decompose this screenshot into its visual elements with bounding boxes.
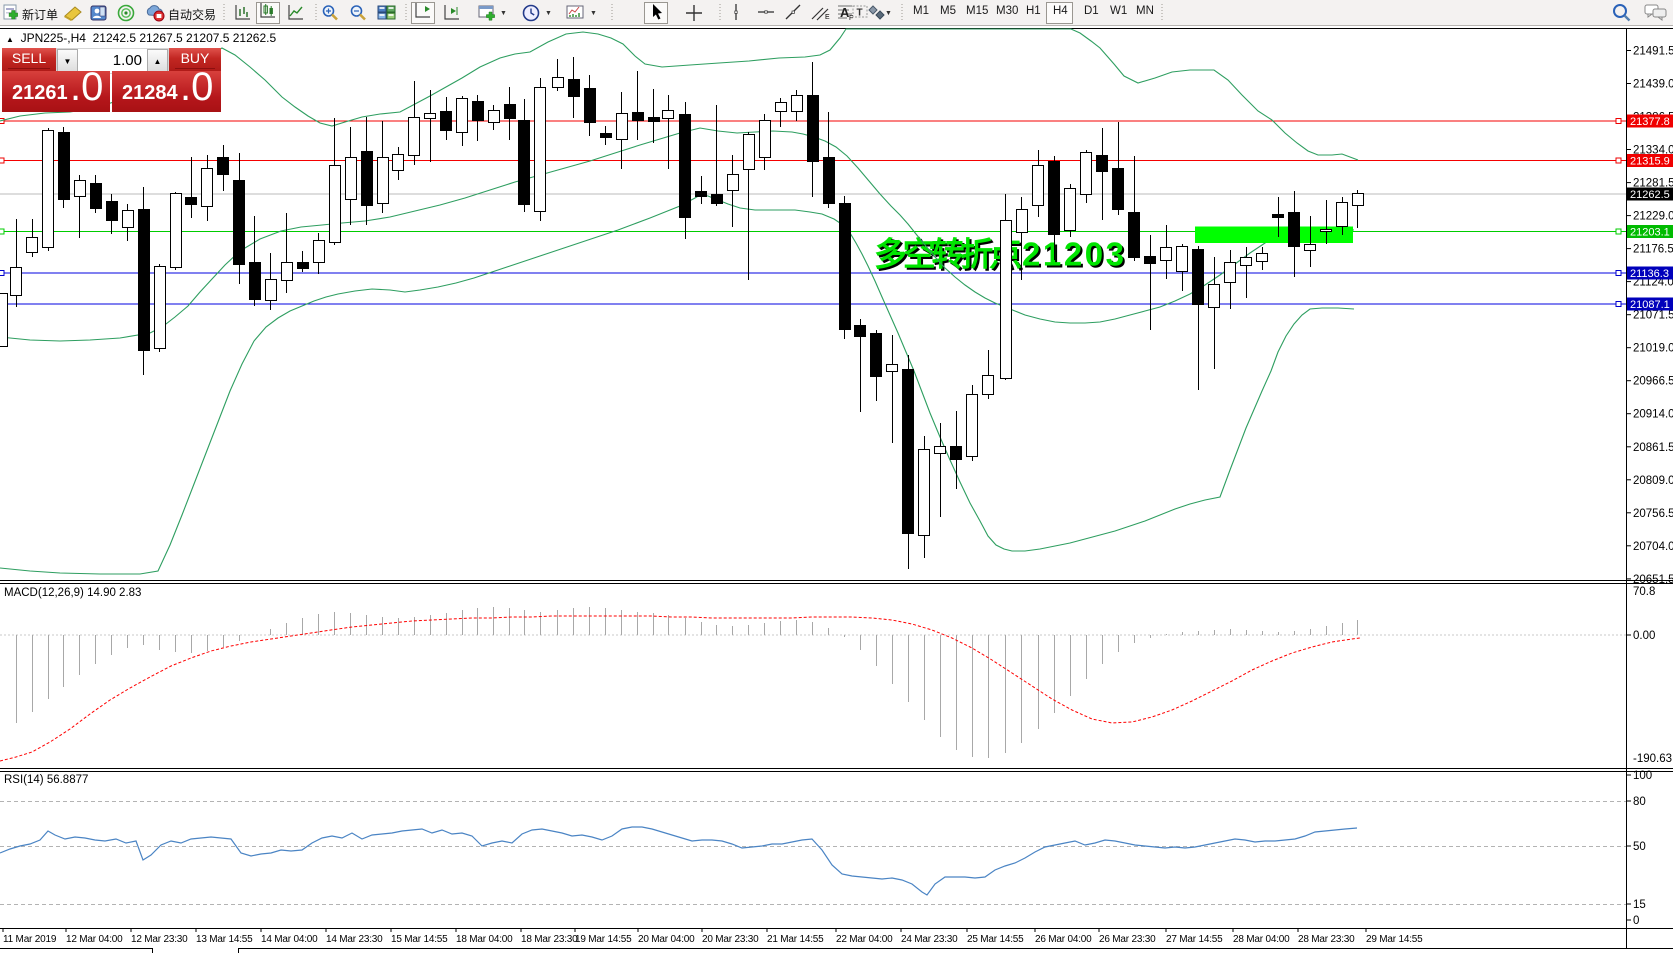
svg-text:11 Mar 2019: 11 Mar 2019 bbox=[3, 934, 57, 945]
svg-text:20704.0: 20704.0 bbox=[1633, 541, 1673, 553]
svg-text:21281.5: 21281.5 bbox=[1633, 178, 1673, 190]
svg-text:21491.5: 21491.5 bbox=[1633, 46, 1673, 58]
svg-text:20 Mar 23:30: 20 Mar 23:30 bbox=[702, 934, 759, 945]
svg-text:21203: 21203 bbox=[1022, 236, 1124, 273]
svg-text:28 Mar 04:00: 28 Mar 04:00 bbox=[1233, 934, 1290, 945]
svg-text:14 Mar 04:00: 14 Mar 04:00 bbox=[261, 934, 318, 945]
svg-text:20966.5: 20966.5 bbox=[1633, 376, 1673, 388]
svg-text:15: 15 bbox=[1633, 899, 1646, 911]
svg-text:29 Mar 14:55: 29 Mar 14:55 bbox=[1366, 934, 1423, 945]
svg-text:20861.5: 20861.5 bbox=[1633, 442, 1673, 454]
svg-text:22 Mar 04:00: 22 Mar 04:00 bbox=[836, 934, 893, 945]
svg-text:21334.0: 21334.0 bbox=[1633, 145, 1673, 157]
svg-text:E: E bbox=[825, 14, 830, 21]
svg-text:70.8: 70.8 bbox=[1633, 586, 1655, 598]
svg-text:21439.0: 21439.0 bbox=[1633, 79, 1673, 91]
svg-text:21262.5: 21262.5 bbox=[1630, 189, 1670, 201]
svg-text:MACD(12,26,9) 14.90 2.83: MACD(12,26,9) 14.90 2.83 bbox=[4, 587, 141, 599]
svg-text:21124.0: 21124.0 bbox=[1633, 277, 1673, 289]
svg-text:13 Mar 14:55: 13 Mar 14:55 bbox=[196, 934, 253, 945]
svg-text:21229.0: 21229.0 bbox=[1633, 211, 1673, 223]
svg-text:80: 80 bbox=[1633, 796, 1646, 808]
svg-text:21136.3: 21136.3 bbox=[1630, 268, 1669, 280]
svg-text:20 Mar 04:00: 20 Mar 04:00 bbox=[638, 934, 695, 945]
svg-text:21203.1: 21203.1 bbox=[1630, 227, 1670, 239]
svg-text:21315.9: 21315.9 bbox=[1630, 156, 1670, 168]
svg-text:0.00: 0.00 bbox=[1633, 630, 1655, 642]
svg-text:RSI(14) 56.8877: RSI(14) 56.8877 bbox=[4, 774, 88, 786]
svg-text:24 Mar 23:30: 24 Mar 23:30 bbox=[901, 934, 958, 945]
svg-text:12 Mar 23:30: 12 Mar 23:30 bbox=[131, 934, 188, 945]
svg-text:18 Mar 23:30: 18 Mar 23:30 bbox=[521, 934, 578, 945]
svg-text:20809.0: 20809.0 bbox=[1633, 475, 1673, 487]
svg-text:-190.63: -190.63 bbox=[1633, 753, 1672, 765]
svg-text:20756.5: 20756.5 bbox=[1633, 508, 1673, 520]
svg-text:12 Mar 04:00: 12 Mar 04:00 bbox=[66, 934, 123, 945]
svg-text:多空转折点: 多空转折点 bbox=[876, 238, 1024, 275]
svg-text:T: T bbox=[857, 8, 863, 19]
svg-text:多空转折点: 多空转折点 bbox=[874, 236, 1022, 273]
svg-text:27 Mar 14:55: 27 Mar 14:55 bbox=[1166, 934, 1223, 945]
svg-text:F: F bbox=[849, 15, 853, 21]
svg-text:50: 50 bbox=[1633, 841, 1646, 853]
svg-text:21019.0: 21019.0 bbox=[1633, 343, 1673, 355]
svg-text:20651.5: 20651.5 bbox=[1633, 574, 1673, 586]
svg-text:15 Mar 14:55: 15 Mar 14:55 bbox=[391, 934, 448, 945]
svg-text:21071.5: 21071.5 bbox=[1633, 310, 1673, 322]
svg-text:21203: 21203 bbox=[1024, 238, 1126, 275]
svg-text:20914.0: 20914.0 bbox=[1633, 409, 1673, 421]
svg-text:19 Mar 14:55: 19 Mar 14:55 bbox=[575, 934, 632, 945]
svg-text:25 Mar 14:55: 25 Mar 14:55 bbox=[967, 934, 1024, 945]
svg-text:26 Mar 23:30: 26 Mar 23:30 bbox=[1099, 934, 1156, 945]
svg-text:100: 100 bbox=[1633, 770, 1652, 782]
svg-text:21377.8: 21377.8 bbox=[1630, 116, 1670, 128]
svg-text:18 Mar 04:00: 18 Mar 04:00 bbox=[456, 934, 513, 945]
svg-text:21 Mar 14:55: 21 Mar 14:55 bbox=[767, 934, 824, 945]
svg-text:14 Mar 23:30: 14 Mar 23:30 bbox=[326, 934, 383, 945]
svg-text:21176.5: 21176.5 bbox=[1633, 244, 1673, 256]
svg-text:26 Mar 04:00: 26 Mar 04:00 bbox=[1035, 934, 1092, 945]
svg-text:0: 0 bbox=[1633, 915, 1639, 927]
svg-text:28 Mar 23:30: 28 Mar 23:30 bbox=[1298, 934, 1355, 945]
svg-text:21087.1: 21087.1 bbox=[1630, 299, 1670, 311]
